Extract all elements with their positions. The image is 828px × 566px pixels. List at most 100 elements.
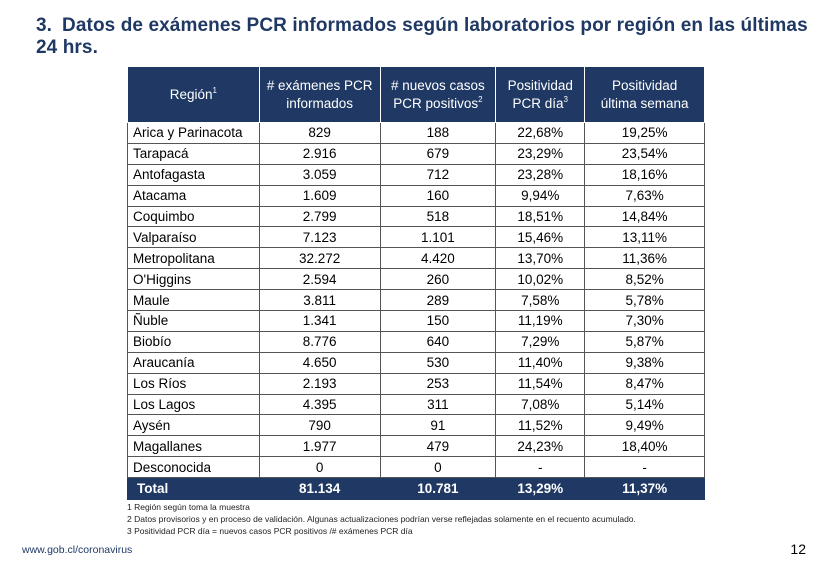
cell-region: Arica y Parinacota [127, 122, 260, 144]
cell-nuevos-casos: 289 [379, 289, 497, 312]
total-label: Total [127, 477, 260, 501]
cell-region: Antofagasta [127, 163, 260, 186]
table-row: Los Lagos 4.395 311 7,08% 5,14% [127, 393, 705, 416]
cell-examenes: 7.123 [258, 226, 381, 249]
cell-positividad-semana: - [584, 456, 705, 479]
cell-positividad-semana: 9,38% [584, 351, 705, 374]
table-row: Metropolitana 32.272 4.420 13,70% 11,36% [127, 247, 705, 270]
cell-region: Tarapacá [127, 142, 260, 165]
cell-region: Los Lagos [127, 393, 260, 416]
total-nuevos-casos: 10.781 [379, 477, 497, 501]
total-positividad-dia: 13,29% [495, 477, 586, 501]
cell-nuevos-casos: 150 [379, 310, 497, 332]
cell-positividad-semana: 5,14% [584, 393, 705, 416]
cell-positividad-semana: 14,84% [584, 205, 705, 228]
table-row: Magallanes 1.977 479 24,23% 18,40% [127, 435, 705, 458]
cell-positividad-semana: 5,87% [584, 330, 705, 353]
table-row: Ñuble 1.341 150 11,19% 7,30% [127, 310, 705, 332]
cell-examenes: 0 [258, 456, 381, 479]
cell-region: Aysén [127, 414, 260, 437]
cell-positividad-dia: 11,40% [495, 351, 586, 374]
cell-region: Araucanía [127, 351, 260, 374]
cell-region: Magallanes [127, 435, 260, 458]
cell-positividad-semana: 7,30% [584, 310, 705, 332]
cell-examenes: 2.193 [258, 372, 381, 395]
cell-positividad-semana: 7,63% [584, 184, 705, 207]
page-title: 3. Datos de exámenes PCR informados según… [36, 15, 828, 59]
total-examenes: 81.134 [258, 477, 381, 501]
cell-positividad-dia: 24,23% [495, 435, 586, 458]
cell-region: O'Higgins [127, 268, 260, 291]
pcr-table: Región1 # exámenes PCR informados # nuevo… [127, 66, 705, 501]
cell-positividad-dia: 11,52% [495, 414, 586, 437]
cell-region: Maule [127, 289, 260, 312]
header-positividad-dia: Positividad PCR día3 [495, 66, 586, 123]
cell-nuevos-casos: 188 [379, 122, 497, 144]
cell-nuevos-casos: 640 [379, 330, 497, 353]
cell-positividad-dia: 11,19% [495, 310, 586, 332]
cell-nuevos-casos: 0 [379, 456, 497, 479]
footnotes: 1 Región según toma la muestra 2 Datos p… [127, 501, 636, 537]
cell-positividad-semana: 8,52% [584, 268, 705, 291]
page-number: 12 [790, 541, 806, 557]
cell-nuevos-casos: 160 [379, 184, 497, 207]
header-positividad-semana: Positividad última semana [584, 66, 705, 123]
cell-region: Ñuble [127, 310, 260, 332]
table-row: Valparaíso 7.123 1.101 15,46% 13,11% [127, 226, 705, 249]
footer-url: www.gob.cl/coronavirus [22, 544, 133, 556]
cell-nuevos-casos: 260 [379, 268, 497, 291]
cell-positividad-dia: 7,08% [495, 393, 586, 416]
cell-positividad-semana: 19,25% [584, 122, 705, 144]
table-header-row: Región1 # exámenes PCR informados # nuevo… [127, 66, 705, 123]
cell-positividad-semana: 11,36% [584, 247, 705, 270]
cell-nuevos-casos: 91 [379, 414, 497, 437]
cell-positividad-dia: 9,94% [495, 184, 586, 207]
cell-examenes: 2.916 [258, 142, 381, 165]
cell-positividad-dia: 23,28% [495, 163, 586, 186]
cell-positividad-semana: 18,16% [584, 163, 705, 186]
cell-positividad-dia: 10,02% [495, 268, 586, 291]
footnote-3: 3 Positividad PCR día = nuevos casos PCR… [127, 526, 413, 536]
cell-nuevos-casos: 518 [379, 205, 497, 228]
cell-positividad-dia: 18,51% [495, 205, 586, 228]
table-row: Arica y Parinacota 829 188 22,68% 19,25% [127, 122, 705, 144]
cell-nuevos-casos: 1.101 [379, 226, 497, 249]
cell-positividad-dia: - [495, 456, 586, 479]
cell-nuevos-casos: 4.420 [379, 247, 497, 270]
cell-examenes: 4.650 [258, 351, 381, 374]
header-examenes: # exámenes PCR informados [258, 66, 381, 123]
table-row: Desconocida 0 0- - [127, 456, 705, 479]
footnote-2: 2 Datos provisorios y en proceso de vali… [127, 514, 636, 524]
cell-region: Atacama [127, 184, 260, 207]
table-total-row: Total 81.134 10.781 13,29% 11,37% [127, 477, 705, 501]
cell-positividad-dia: 11,54% [495, 372, 586, 395]
cell-positividad-dia: 23,29% [495, 142, 586, 165]
cell-positividad-semana: 5,78% [584, 289, 705, 312]
cell-nuevos-casos: 253 [379, 372, 497, 395]
cell-examenes: 8.776 [258, 330, 381, 353]
cell-examenes: 32.272 [258, 247, 381, 270]
table-row: Los Ríos 2.193 253 11,54% 8,47% [127, 372, 705, 395]
cell-nuevos-casos: 479 [379, 435, 497, 458]
header-region: Región1 [127, 66, 260, 123]
table-row: Antofagasta 3.059 712 23,28% 18,16% [127, 163, 705, 186]
cell-examenes: 1.609 [258, 184, 381, 207]
cell-region: Coquimbo [127, 205, 260, 228]
table-row: O'Higgins 2.594 260 10,02% 8,52% [127, 268, 705, 291]
cell-examenes: 3.811 [258, 289, 381, 312]
cell-examenes: 1.341 [258, 310, 381, 332]
cell-positividad-semana: 13,11% [584, 226, 705, 249]
section-title: Datos de exámenes PCR informados según l… [36, 15, 808, 58]
cell-positividad-dia: 7,29% [495, 330, 586, 353]
cell-positividad-semana: 18,40% [584, 435, 705, 458]
cell-nuevos-casos: 679 [379, 142, 497, 165]
table-row: Tarapacá 2.916 679 23,29% 23,54% [127, 142, 705, 165]
cell-positividad-dia: 22,68% [495, 122, 586, 144]
cell-region: Metropolitana [127, 247, 260, 270]
total-positividad-semana: 11,37% [584, 477, 705, 501]
cell-nuevos-casos: 311 [379, 393, 497, 416]
table-row: Coquimbo 2.799 518 18,51% 14,84% [127, 205, 705, 228]
section-number: 3. [36, 15, 53, 36]
cell-examenes: 3.059 [258, 163, 381, 186]
cell-region: Valparaíso [127, 226, 260, 249]
